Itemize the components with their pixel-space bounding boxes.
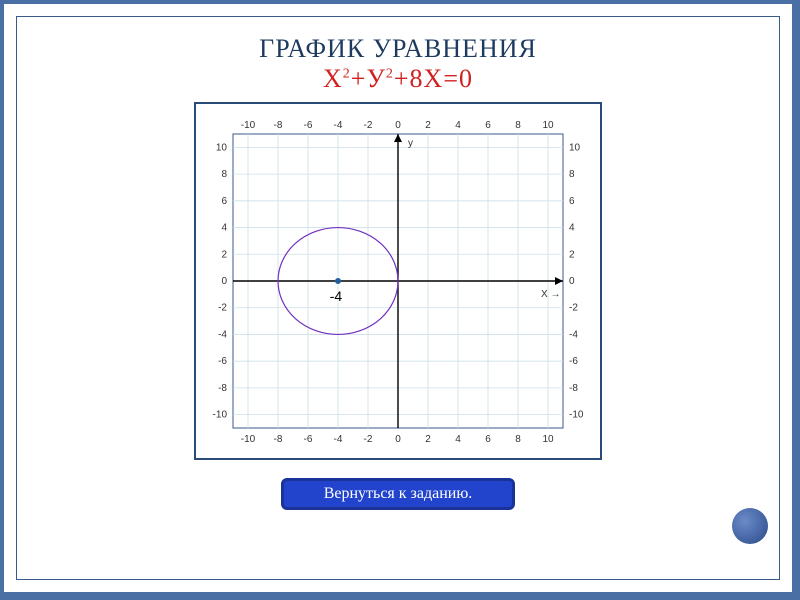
svg-text:6: 6 — [569, 196, 575, 207]
svg-text:-8: -8 — [274, 120, 283, 131]
svg-text:-6: -6 — [304, 120, 313, 131]
back-to-task-button[interactable]: Вернуться к заданию. — [281, 478, 516, 510]
eq-suffix: +8Х=0 — [394, 64, 473, 93]
svg-text:0: 0 — [395, 434, 401, 445]
svg-text:-8: -8 — [218, 383, 227, 394]
svg-text:4: 4 — [455, 434, 461, 445]
svg-text:2: 2 — [569, 249, 575, 260]
svg-text:8: 8 — [515, 120, 521, 131]
equation-title: Х2+У2+8Х=0 — [259, 64, 537, 94]
svg-text:8: 8 — [569, 169, 575, 180]
svg-text:-6: -6 — [218, 356, 227, 367]
svg-text:4: 4 — [455, 120, 461, 131]
svg-text:y: y — [408, 138, 413, 149]
svg-text:-4: -4 — [334, 120, 343, 131]
svg-text:10: 10 — [542, 434, 554, 445]
svg-text:2: 2 — [425, 120, 431, 131]
slide-content: ГРАФИК УРАВНЕНИЯ Х2+У2+8Х=0 yX →-10-10-1… — [24, 24, 772, 572]
svg-text:-4: -4 — [330, 288, 343, 304]
svg-text:-2: -2 — [364, 434, 373, 445]
svg-text:10: 10 — [569, 142, 581, 153]
eq-sup1: 2 — [343, 66, 351, 81]
decorative-dot — [732, 508, 768, 544]
svg-text:6: 6 — [485, 120, 491, 131]
title-block: ГРАФИК УРАВНЕНИЯ Х2+У2+8Х=0 — [259, 34, 537, 94]
svg-text:4: 4 — [569, 223, 575, 234]
svg-text:-10: -10 — [241, 434, 256, 445]
chart-container: y X → -10 -10 -10 -10 -8 -8 -8 -8 -6 -6 -6 -6 -4 -4 -4 -4… — [194, 102, 602, 460]
svg-text:-4: -4 — [218, 329, 227, 340]
svg-text:-6: -6 — [569, 356, 578, 367]
svg-text:-10: -10 — [569, 410, 584, 421]
svg-text:-2: -2 — [569, 303, 578, 314]
svg-text:-8: -8 — [569, 383, 578, 394]
equation-graph: y X → -10 -10 -10 -10 -8 -8 -8 -8 -6 -6 -6 -6 -4 -4 -4 -4… — [198, 106, 598, 456]
svg-text:8: 8 — [515, 434, 521, 445]
title-line1: ГРАФИК УРАВНЕНИЯ — [259, 34, 537, 64]
svg-text:0: 0 — [221, 276, 227, 287]
svg-text:-8: -8 — [274, 434, 283, 445]
svg-text:4: 4 — [221, 223, 227, 234]
svg-text:6: 6 — [221, 196, 227, 207]
svg-text:-6: -6 — [304, 434, 313, 445]
svg-text:2: 2 — [221, 249, 227, 260]
back-button-label: Вернуться к заданию. — [324, 485, 473, 502]
svg-text:-10: -10 — [213, 410, 228, 421]
eq-mid: +У — [351, 64, 386, 93]
svg-text:6: 6 — [485, 434, 491, 445]
svg-text:-2: -2 — [364, 120, 373, 131]
svg-text:8: 8 — [221, 169, 227, 180]
svg-text:10: 10 — [216, 142, 228, 153]
svg-text:-4: -4 — [569, 329, 578, 340]
eq-x: Х — [323, 64, 343, 93]
svg-text:-10: -10 — [241, 120, 256, 131]
svg-text:X →: X → — [541, 289, 560, 300]
svg-text:2: 2 — [425, 434, 431, 445]
svg-text:-4: -4 — [334, 434, 343, 445]
svg-text:-2: -2 — [218, 303, 227, 314]
svg-text:0: 0 — [395, 120, 401, 131]
svg-text:10: 10 — [542, 120, 554, 131]
eq-sup2: 2 — [386, 66, 394, 81]
svg-text:0: 0 — [569, 276, 575, 287]
